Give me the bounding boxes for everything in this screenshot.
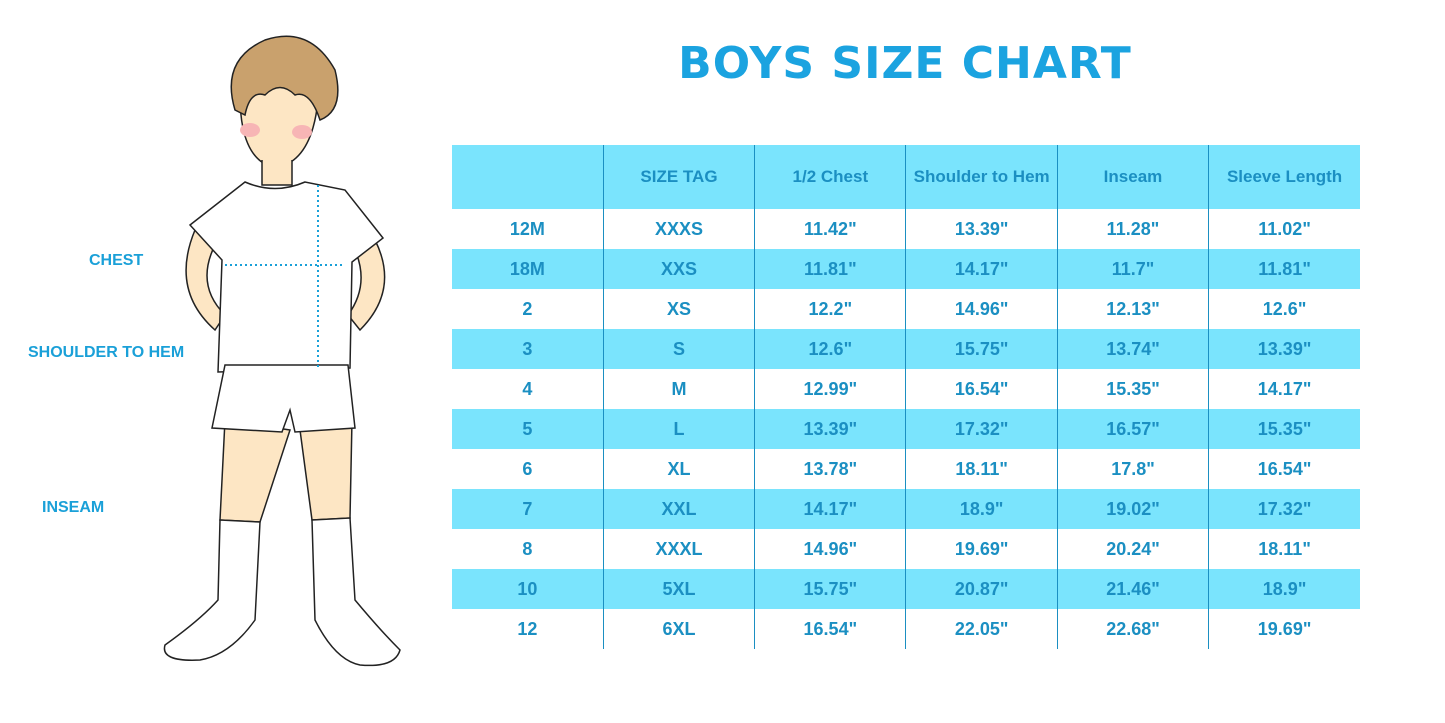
age-cell: 8 <box>522 538 533 559</box>
measurement-cell: 18.11" <box>905 449 1058 489</box>
table-row: 12M XXXS 11.42" 13.39" 11.28" 11.02" <box>452 209 1360 249</box>
column-header: 1/2 Chest <box>754 145 906 209</box>
table-row: 4 M 12.99" 16.54" 15.35" 14.17" <box>452 369 1360 409</box>
left-leg <box>219 419 291 523</box>
measurement-cell: 13.39" <box>1208 329 1360 369</box>
inseam-label: INSEAM <box>42 499 105 516</box>
age-cell: 18M <box>452 249 604 289</box>
measurement-cell: 20.87" <box>905 569 1058 609</box>
measurement-cell: 22.05" <box>905 609 1058 649</box>
right-sock <box>311 517 401 667</box>
measurement-cell: 17.32" <box>1208 489 1360 529</box>
measurement-cell: 19.02" <box>1056 489 1209 529</box>
age-cell: 7 <box>452 489 604 529</box>
table-header-row: SIZE TAG 1/2 Chest Shoulder to Hem Inseam Sl… <box>452 145 1360 209</box>
size-tag-cell: M <box>602 369 755 409</box>
measurement-cell: 19.69" <box>905 529 1058 569</box>
age-cell: 12 <box>517 618 538 639</box>
measurement-cell: 12.13" <box>1056 289 1209 329</box>
size-tag-cell: XL <box>602 449 755 489</box>
column-header <box>452 145 604 209</box>
table-row: 3 S 12.6" 15.75" 13.74" 13.39" <box>452 329 1360 369</box>
size-tag-cell: XXL <box>602 489 755 529</box>
age-cell: 12M <box>509 218 545 239</box>
measurement-cell: 15.75" <box>754 569 906 609</box>
measurement-cell: 11.81" <box>754 249 906 289</box>
measurement-cell: 14.96" <box>754 529 906 569</box>
right-leg <box>299 419 353 521</box>
measurement-cell: 14.96" <box>905 289 1058 329</box>
neck <box>261 160 293 186</box>
age-cell: 10 <box>452 569 604 609</box>
measurement-cell: 15.35" <box>1208 409 1360 449</box>
left-sock <box>163 519 261 661</box>
column-header: Inseam <box>1056 145 1209 209</box>
table-row: 8 XXXL 14.96" 19.69" 20.24" 18.11" <box>452 529 1360 569</box>
column-header: Shoulder to Hem <box>905 145 1058 209</box>
measurement-cell: 16.54" <box>905 369 1058 409</box>
measurement-cell: 16.57" <box>1056 409 1209 449</box>
chest-label: CHEST <box>89 252 144 269</box>
measurement-cell: 11.28" <box>1056 209 1209 249</box>
measurement-cell: 14.17" <box>905 249 1058 289</box>
column-header: Sleeve Length <box>1208 145 1360 209</box>
table-row: 18M XXS 11.81" 14.17" 11.7" 11.81" <box>452 249 1360 289</box>
column-header: SIZE TAG <box>602 145 755 209</box>
measurement-cell: 19.69" <box>1208 609 1360 649</box>
size-tag-cell: L <box>602 409 755 449</box>
table-row: 5 L 13.39" 17.32" 16.57" 15.35" <box>452 409 1360 449</box>
measurement-cell: 12.6" <box>754 329 906 369</box>
measurement-cell: 15.35" <box>1056 369 1209 409</box>
right-arm <box>347 238 386 332</box>
boy-measurement-illustration <box>163 35 401 667</box>
shoulder-to-hem-label: SHOULDER TO HEM <box>28 344 185 361</box>
measurement-cell: 12.6" <box>1208 289 1360 329</box>
age-cell: 5 <box>452 409 604 449</box>
shirt <box>188 181 385 373</box>
measurement-cell: 21.46" <box>1056 569 1209 609</box>
shorts <box>211 364 356 433</box>
table-row: 12 6XL 16.54" 22.05" 22.68" 19.69" <box>452 609 1360 649</box>
measurement-cell: 14.17" <box>754 489 906 529</box>
measurement-cell: 13.74" <box>1056 329 1209 369</box>
size-tag-cell: XS <box>602 289 755 329</box>
measurement-cell: 13.39" <box>754 409 906 449</box>
size-tag-cell: XXXS <box>602 209 755 249</box>
measurement-cell: 16.54" <box>1208 449 1360 489</box>
measurement-cell: 11.02" <box>1208 209 1360 249</box>
measurement-cell: 11.42" <box>754 209 906 249</box>
table-row: 2 XS 12.2" 14.96" 12.13" 12.6" <box>452 289 1360 329</box>
size-tag-cell: XXXL <box>602 529 755 569</box>
measurement-cell: 13.39" <box>905 209 1058 249</box>
measurement-cell: 12.99" <box>754 369 906 409</box>
measurement-cell: 22.68" <box>1056 609 1209 649</box>
measurement-cell: 13.78" <box>754 449 906 489</box>
chart-title: BOYS SIZE CHART <box>678 38 1132 89</box>
age-cell: 3 <box>452 329 604 369</box>
measurement-cell: 18.9" <box>905 489 1058 529</box>
measurement-cell: 18.9" <box>1208 569 1360 609</box>
measurement-cell: 20.24" <box>1056 529 1209 569</box>
hair <box>230 35 339 121</box>
size-tag-cell: S <box>602 329 755 369</box>
age-cell: 6 <box>522 458 533 479</box>
size-chart-table: SIZE TAG 1/2 Chest Shoulder to Hem Inseam Sl… <box>452 145 1360 649</box>
measurement-cell: 11.7" <box>1056 249 1209 289</box>
measurement-cell: 11.81" <box>1208 249 1360 289</box>
size-tag-cell: 5XL <box>602 569 755 609</box>
measurement-cell: 15.75" <box>905 329 1058 369</box>
measurement-cell: 16.54" <box>754 609 906 649</box>
measurement-cell: 17.8" <box>1056 449 1209 489</box>
size-tag-cell: 6XL <box>602 609 755 649</box>
size-tag-cell: XXS <box>602 249 755 289</box>
measurement-cell: 12.2" <box>754 289 906 329</box>
age-cell: 2 <box>522 298 533 319</box>
table-row: 7 XXL 14.17" 18.9" 19.02" 17.32" <box>452 489 1360 529</box>
measurement-cell: 17.32" <box>905 409 1058 449</box>
age-cell: 4 <box>522 378 533 399</box>
measurement-cell: 18.11" <box>1208 529 1360 569</box>
table-row: 10 5XL 15.75" 20.87" 21.46" 18.9" <box>452 569 1360 609</box>
table-row: 6 XL 13.78" 18.11" 17.8" 16.54" <box>452 449 1360 489</box>
measurement-cell: 14.17" <box>1208 369 1360 409</box>
